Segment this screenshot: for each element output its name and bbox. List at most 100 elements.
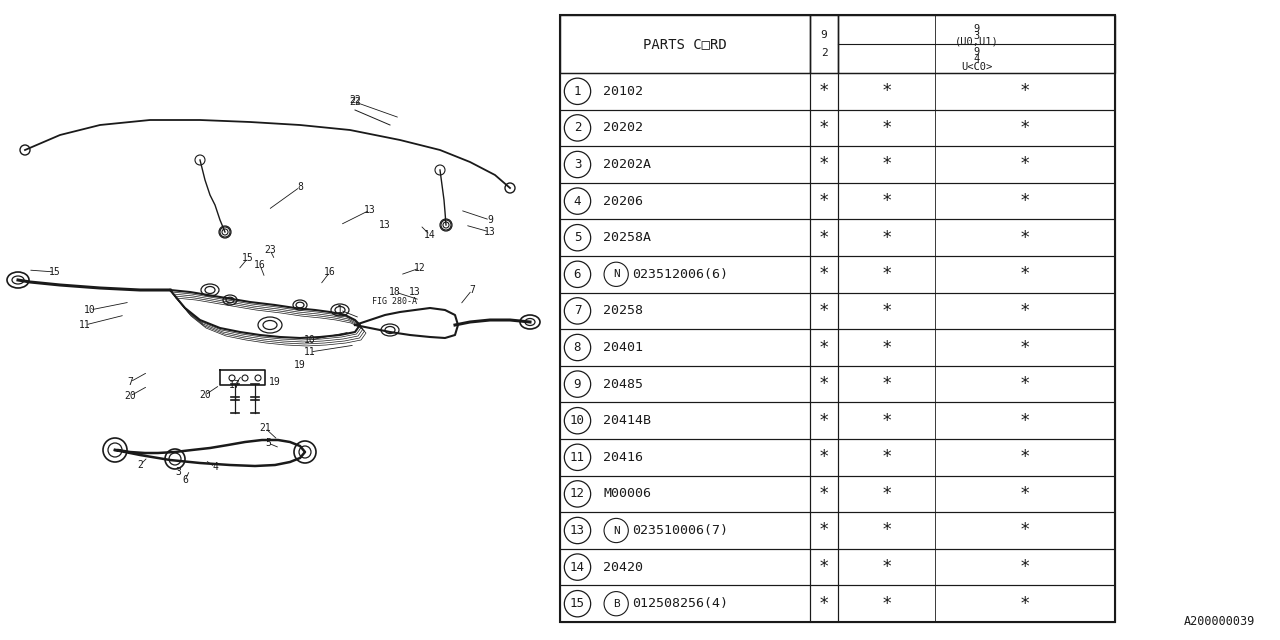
Text: *: * [881,595,892,612]
Text: *: * [881,192,892,210]
Text: N: N [613,269,620,279]
Text: *: * [1020,522,1030,540]
Text: *: * [819,412,829,429]
Bar [561,476,810,512]
Bar [838,512,1115,549]
Text: 9: 9 [573,378,581,390]
Text: 23: 23 [264,245,276,255]
Bar [838,329,1115,366]
Text: 13: 13 [364,205,376,215]
Text: 3: 3 [175,467,180,477]
Text: 11: 11 [570,451,585,464]
Text: *: * [819,339,829,356]
Text: 9: 9 [820,30,827,40]
Bar [561,15,810,73]
Text: *: * [1020,119,1030,137]
Text: 12: 12 [570,488,585,500]
Text: 9: 9 [973,24,979,34]
Text: FIG 280-A: FIG 280-A [372,298,417,307]
Text: 8: 8 [573,341,581,354]
Text: *: * [819,485,829,503]
Text: 3: 3 [973,31,979,42]
Bar [838,439,1115,476]
Bar [561,109,810,146]
Bar [561,220,810,256]
Text: 4: 4 [573,195,581,207]
Bar [561,512,810,549]
Bar [810,73,838,109]
Bar [810,15,838,73]
Text: *: * [1020,83,1030,100]
Bar [838,548,1115,586]
Text: 4: 4 [212,462,218,472]
Text: 11: 11 [305,347,316,357]
Bar [561,548,810,586]
Bar [838,256,1115,292]
Text: *: * [1020,558,1030,576]
Text: 17: 17 [229,380,241,390]
Text: *: * [881,412,892,429]
Text: *: * [819,156,829,173]
Text: N: N [613,525,620,536]
Text: 7: 7 [573,305,581,317]
Text: 18: 18 [389,287,401,297]
Text: 20: 20 [124,391,136,401]
Bar [561,146,810,183]
Text: 2: 2 [820,48,827,58]
Bar [810,146,838,183]
Bar [838,220,1115,256]
Text: *: * [881,485,892,503]
Text: *: * [1020,448,1030,467]
Text: 6: 6 [573,268,581,281]
Bar [561,439,810,476]
Text: (U0,U1): (U0,U1) [955,37,998,47]
Text: *: * [881,375,892,393]
Text: 13: 13 [379,220,390,230]
Text: 2: 2 [573,122,581,134]
Text: 20202A: 20202A [603,158,652,171]
Text: 1: 1 [573,85,581,98]
Text: 2: 2 [137,460,143,470]
Bar [838,403,1115,439]
Text: *: * [1020,302,1030,320]
Text: *: * [1020,266,1030,284]
Text: 20258A: 20258A [603,231,652,244]
Text: 14: 14 [570,561,585,573]
Text: *: * [1020,339,1030,356]
Text: *: * [819,83,829,100]
Text: 8: 8 [297,182,303,192]
Bar [810,439,838,476]
Text: *: * [819,522,829,540]
Text: 20102: 20102 [603,85,643,98]
Text: U<C0>: U<C0> [961,62,992,72]
Bar [838,73,1115,109]
Text: 9: 9 [973,47,979,56]
Text: *: * [819,266,829,284]
Text: 012508256(4): 012508256(4) [632,597,728,610]
Text: 10: 10 [84,305,96,315]
Bar [561,403,810,439]
Bar [810,220,838,256]
Text: 16: 16 [324,267,335,277]
Text: *: * [1020,412,1030,429]
Text: PARTS C□RD: PARTS C□RD [643,37,727,51]
Bar [810,183,838,220]
Bar [561,183,810,220]
Text: 15: 15 [570,597,585,610]
Text: *: * [1020,228,1030,246]
Text: *: * [819,302,829,320]
Bar [561,366,810,403]
Text: 20420: 20420 [603,561,643,573]
Text: *: * [881,156,892,173]
Text: *: * [1020,375,1030,393]
Text: *: * [819,192,829,210]
Bar [838,586,1115,622]
Text: 19: 19 [269,377,280,387]
Text: 15: 15 [49,267,61,277]
Text: 12: 12 [415,263,426,273]
Bar [561,292,810,329]
Bar [810,476,838,512]
Bar [838,366,1115,403]
Bar [810,366,838,403]
Text: *: * [881,448,892,467]
